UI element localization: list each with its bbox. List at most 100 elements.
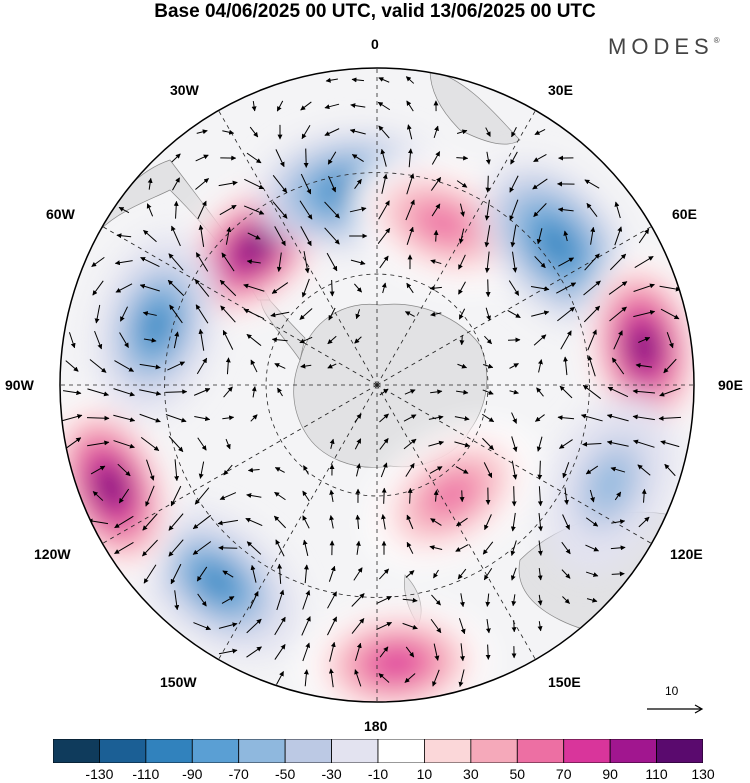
- lon-label-150e: 150E: [548, 674, 581, 690]
- wind-arrow: [169, 304, 183, 324]
- wind-arrow: [585, 571, 599, 577]
- wind-arrow: [303, 669, 309, 687]
- wind-arrow: [353, 567, 363, 581]
- wind-arrow: [246, 333, 262, 347]
- wind-arrow: [354, 438, 362, 450]
- wind-arrow: [381, 282, 387, 294]
- wind-arrow: [456, 155, 469, 161]
- wind-arrow: [380, 462, 388, 478]
- wind-arrow: [300, 226, 312, 247]
- wind-arrow: [658, 415, 682, 421]
- wind-arrow: [379, 646, 389, 658]
- wind-arrow: [139, 283, 160, 292]
- wind-arrow: [585, 465, 599, 475]
- wind-arrow: [664, 463, 676, 477]
- anomaly-center: [582, 253, 694, 442]
- wind-arrow: [406, 124, 413, 140]
- wind-arrow: [86, 415, 110, 421]
- wind-arrow: [143, 229, 157, 243]
- wind-arrow: [355, 540, 361, 555]
- wind-arrow: [146, 459, 155, 481]
- wind-arrow: [379, 388, 389, 396]
- wind-arrow: [302, 590, 311, 610]
- wind-arrow: [406, 282, 414, 294]
- wind-arrow: [173, 331, 180, 349]
- wind-arrow: [327, 151, 337, 165]
- wind-arrow: [583, 280, 601, 296]
- wind-arrow: [243, 308, 265, 320]
- wind-arrow: [276, 252, 282, 272]
- anomaly-layer: [60, 129, 694, 702]
- colorbar-tick-label: 50: [509, 766, 526, 782]
- wind-arrow: [606, 413, 629, 422]
- wind-arrow: [245, 517, 263, 527]
- wind-arrow: [637, 464, 651, 476]
- wind-arrow: [250, 359, 258, 373]
- wind-arrow: [536, 436, 543, 452]
- wind-arrow: [611, 357, 625, 375]
- colorbar-swatch: [53, 739, 100, 763]
- wind-arrow: [638, 337, 651, 343]
- wind-arrow: [219, 492, 237, 500]
- wind-arrow: [484, 199, 490, 221]
- wind-arrow: [302, 539, 309, 557]
- wind-arrow: [509, 389, 519, 395]
- wind-arrow: [350, 259, 366, 266]
- wind-arrow: [456, 517, 468, 527]
- wind-arrow: [429, 545, 443, 551]
- wind-arrow: [407, 148, 413, 168]
- wind-arrow: [406, 226, 414, 245]
- wind-arrow: [329, 279, 335, 297]
- wind-arrow: [638, 516, 650, 528]
- wind-arrow: [560, 330, 572, 350]
- wind-arrow: [246, 646, 262, 658]
- wind-arrow: [557, 415, 575, 421]
- wind-arrow: [376, 621, 393, 631]
- wind-arrow: [510, 512, 516, 532]
- wind-arrow: [376, 596, 392, 604]
- wind-arrow: [482, 437, 494, 451]
- wind-arrow: [404, 673, 416, 683]
- colorbar-tick-label: 10: [416, 766, 433, 782]
- wind-arrow: [61, 414, 83, 422]
- wind-arrow: [484, 514, 492, 531]
- wind-arrow: [354, 336, 362, 344]
- wind-arrow: [272, 201, 288, 219]
- wind-arrow: [196, 357, 208, 375]
- map-border: [59, 67, 695, 703]
- wind-arrow: [534, 255, 546, 269]
- wind-arrow: [534, 128, 546, 136]
- wind-arrow: [590, 226, 596, 245]
- wind-arrow: [91, 256, 105, 268]
- wind-arrow: [583, 305, 601, 323]
- colorbar-swatch: [331, 739, 379, 763]
- wind-arrow: [531, 310, 550, 317]
- wind-arrow: [143, 337, 157, 343]
- wind-arrow: [197, 437, 207, 451]
- wind-arrow: [326, 252, 338, 272]
- wind-arrow: [114, 260, 133, 266]
- wind-arrow: [174, 459, 180, 482]
- wind-arrow: [586, 597, 598, 603]
- wind-arrow: [458, 254, 466, 270]
- wind-arrow: [509, 199, 519, 221]
- wind-arrow: [194, 279, 210, 297]
- reference-vector-arrow: [647, 704, 704, 714]
- wind-arrow: [118, 206, 130, 214]
- wind-arrow: [301, 278, 310, 298]
- wind-arrow: [222, 129, 235, 135]
- wind-arrow: [485, 151, 491, 165]
- latitude-circle: [265, 273, 489, 497]
- wind-arrow: [195, 154, 209, 162]
- wind-arrow: [563, 230, 569, 242]
- wind-arrow: [301, 616, 311, 636]
- wind-arrow: [193, 622, 212, 631]
- wind-arrow: [172, 177, 180, 191]
- wind-arrow: [484, 251, 490, 273]
- wind-arrow: [328, 307, 336, 321]
- wind-arrow: [89, 359, 107, 373]
- wind-arrow: [589, 489, 595, 503]
- wind-arrow: [430, 618, 442, 634]
- wind-arrow: [533, 334, 547, 346]
- wind-arrow: [195, 178, 209, 190]
